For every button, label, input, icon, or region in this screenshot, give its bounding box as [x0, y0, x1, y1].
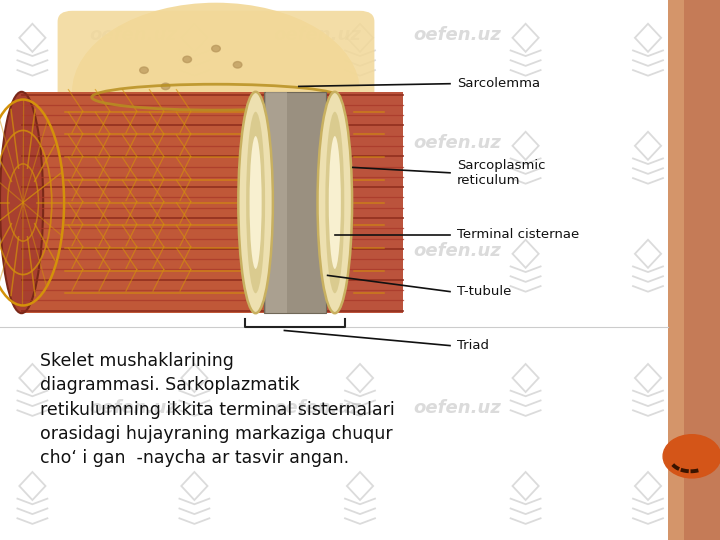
Circle shape: [233, 62, 242, 68]
Ellipse shape: [318, 92, 352, 313]
Ellipse shape: [246, 112, 265, 293]
Text: oefen.uz: oefen.uz: [413, 134, 501, 152]
Circle shape: [140, 67, 148, 73]
Text: oefen.uz: oefen.uz: [89, 242, 177, 260]
Bar: [327, 92, 403, 313]
Ellipse shape: [325, 112, 344, 293]
Text: Sarcolemma: Sarcolemma: [457, 77, 540, 90]
Text: Terminal cisternae: Terminal cisternae: [457, 228, 580, 241]
Text: oefen.uz: oefen.uz: [273, 242, 361, 260]
Text: Skelet mushaklarining
diagrammasi. Sarkoplazmatik
retikulumning ikkita terminal : Skelet mushaklarining diagrammasi. Sarko…: [40, 352, 395, 467]
Bar: [264, 92, 326, 313]
Ellipse shape: [0, 92, 43, 313]
Ellipse shape: [72, 3, 360, 181]
Circle shape: [161, 83, 170, 90]
Text: oefen.uz: oefen.uz: [413, 399, 501, 417]
Bar: [684, 0, 720, 540]
Text: oefen.uz: oefen.uz: [273, 26, 361, 44]
Text: T-tubule: T-tubule: [457, 285, 512, 298]
Ellipse shape: [329, 136, 341, 269]
Text: oefen.uz: oefen.uz: [89, 399, 177, 417]
Text: Sarcoplasmic
reticulum: Sarcoplasmic reticulum: [457, 159, 546, 187]
Ellipse shape: [238, 92, 273, 313]
FancyBboxPatch shape: [58, 11, 374, 162]
Ellipse shape: [250, 136, 261, 269]
Circle shape: [183, 56, 192, 63]
Circle shape: [212, 45, 220, 52]
Text: oefen.uz: oefen.uz: [89, 134, 177, 152]
Text: oefen.uz: oefen.uz: [413, 242, 501, 260]
Text: oefen.uz: oefen.uz: [89, 26, 177, 44]
Bar: [266, 92, 287, 313]
Bar: [22, 92, 403, 313]
Bar: [668, 0, 720, 540]
Text: oefen.uz: oefen.uz: [273, 134, 361, 152]
Circle shape: [663, 435, 720, 478]
Text: oefen.uz: oefen.uz: [413, 26, 501, 44]
Text: oefen.uz: oefen.uz: [273, 399, 361, 417]
Text: Triad: Triad: [457, 339, 489, 352]
